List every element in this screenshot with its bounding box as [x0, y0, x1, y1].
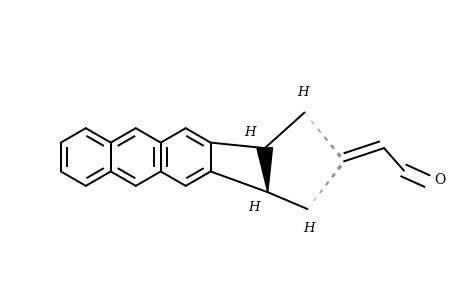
Text: H: H — [297, 86, 308, 99]
Text: H: H — [244, 126, 256, 139]
Text: O: O — [434, 173, 445, 187]
Text: H: H — [248, 201, 259, 214]
Text: H: H — [303, 223, 314, 236]
Polygon shape — [257, 148, 272, 192]
